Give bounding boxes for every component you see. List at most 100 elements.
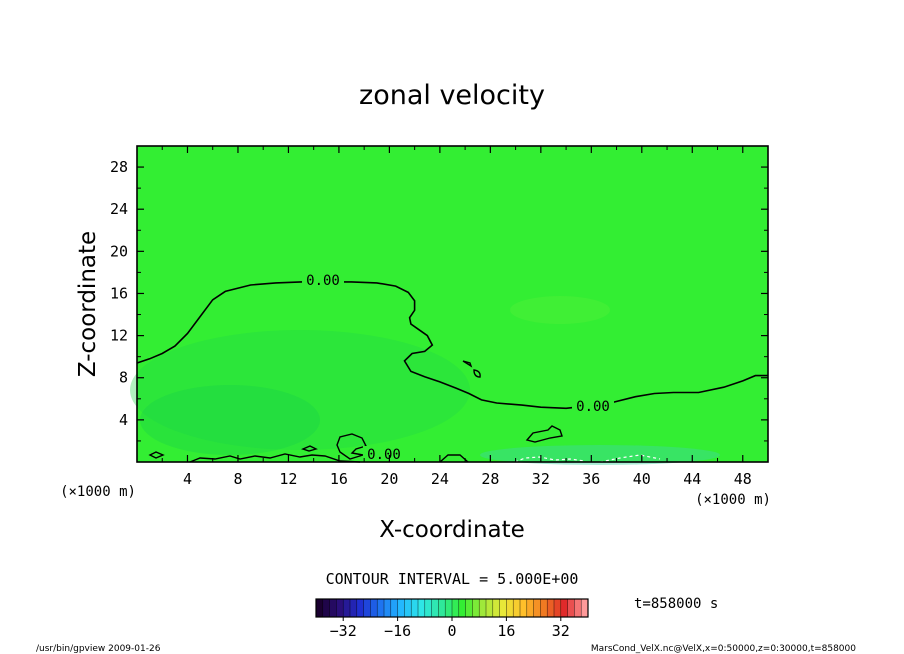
colorbar-cell bbox=[370, 599, 378, 617]
x-tick-label: 8 bbox=[233, 470, 242, 488]
y-axis-unit: (×1000 m) bbox=[695, 492, 771, 508]
zero-contour-line bbox=[136, 281, 768, 410]
time-label: t=858000 s bbox=[634, 596, 718, 612]
shade-inner bbox=[140, 385, 320, 455]
colorbar-cell bbox=[492, 599, 501, 617]
contour-island bbox=[473, 369, 481, 378]
shade-bottom bbox=[480, 445, 720, 465]
colorbar-tick-label: −16 bbox=[384, 622, 411, 640]
colorbar-cell bbox=[397, 599, 405, 617]
contour-label-bg bbox=[302, 272, 344, 288]
colorbar-cell bbox=[350, 599, 358, 617]
x-tick-label: 4 bbox=[183, 470, 192, 488]
colorbar-cell bbox=[581, 599, 589, 617]
colorbar-tick-label: 0 bbox=[447, 622, 456, 640]
y-tick-label: 12 bbox=[110, 327, 128, 345]
colorbar-cell bbox=[377, 599, 385, 617]
y-tick-label: 8 bbox=[119, 369, 128, 387]
colorbar-cell bbox=[363, 599, 371, 617]
chart-title: zonal velocity bbox=[359, 80, 545, 111]
colorbar-cell bbox=[560, 599, 569, 617]
x-tick-label: 48 bbox=[734, 470, 752, 488]
contour-island bbox=[525, 425, 563, 443]
x-tick-label: 44 bbox=[683, 470, 701, 488]
colorbar-cell bbox=[411, 599, 419, 617]
colorbar-cell bbox=[520, 599, 528, 617]
colorbar bbox=[315, 599, 589, 617]
colorbar-cell bbox=[431, 599, 439, 617]
colorbar-cell bbox=[465, 599, 473, 617]
shade-upper bbox=[510, 296, 610, 324]
colorbar-cell bbox=[404, 599, 412, 617]
colorbar-cell bbox=[499, 599, 507, 617]
x-axis-unit: (×1000 m) bbox=[60, 484, 136, 500]
contour-lines: 0.00 0.00 0.00 bbox=[136, 272, 768, 463]
colorbar-cell bbox=[479, 599, 487, 617]
colorbar-cell bbox=[316, 599, 324, 617]
x-tick-label: 12 bbox=[279, 470, 297, 488]
colorbar-cell bbox=[336, 599, 344, 617]
y-axis-ticks: 4 8 12 16 20 24 28 bbox=[110, 158, 768, 442]
colorbar-cell bbox=[384, 599, 392, 617]
contour-bottom-line bbox=[439, 454, 469, 463]
x-tick-label: 16 bbox=[330, 470, 348, 488]
negative-contour bbox=[514, 456, 586, 463]
colorbar-cell bbox=[567, 599, 575, 617]
footer-right: MarsCond_VelX.nc@VelX,x=0:50000,z=0:3000… bbox=[591, 644, 856, 654]
y-axis-label: Z-coordinate bbox=[75, 231, 101, 377]
colorbar-cell bbox=[554, 599, 562, 617]
colorbar-cell bbox=[506, 599, 514, 617]
contour-label: 0.00 bbox=[367, 447, 401, 463]
footer-left: /usr/bin/gpview 2009-01-26 bbox=[36, 644, 161, 654]
x-tick-label: 24 bbox=[431, 470, 449, 488]
colorbar-tick-label: 16 bbox=[497, 622, 515, 640]
x-tick-label: 40 bbox=[633, 470, 651, 488]
shade-core bbox=[130, 330, 470, 450]
plot-background bbox=[137, 146, 768, 462]
plot-frame bbox=[136, 145, 769, 463]
colorbar-ticks: −32 −16 0 16 32 bbox=[330, 617, 570, 640]
y-tick-label: 4 bbox=[119, 411, 128, 429]
x-tick-label: 32 bbox=[532, 470, 550, 488]
y-tick-label: 28 bbox=[110, 158, 128, 176]
x-tick-label: 20 bbox=[380, 470, 398, 488]
x-axis-label: X-coordinate bbox=[379, 517, 525, 543]
x-tick-label: 28 bbox=[481, 470, 499, 488]
colorbar-cell bbox=[438, 599, 446, 617]
colorbar-cell bbox=[574, 599, 582, 617]
colorbar-cell bbox=[458, 599, 467, 617]
colorbar-cell bbox=[418, 599, 426, 617]
colorbar-cell bbox=[322, 599, 331, 617]
colorbar-cell bbox=[424, 599, 433, 617]
y-tick-label: 24 bbox=[110, 200, 128, 218]
colorbar-tick-label: −32 bbox=[330, 622, 357, 640]
y-tick-label: 16 bbox=[110, 284, 128, 302]
colorbar-cell bbox=[526, 599, 535, 617]
contour-island bbox=[336, 433, 367, 460]
colorbar-cell bbox=[547, 599, 555, 617]
contour-label-bg bbox=[363, 446, 405, 462]
colorbar-cell bbox=[445, 599, 453, 617]
colorbar-cell bbox=[343, 599, 351, 617]
colorbar-cell bbox=[356, 599, 365, 617]
velocity-shading bbox=[130, 296, 720, 465]
y-tick-label: 20 bbox=[110, 242, 128, 260]
contour-label: 0.00 bbox=[576, 399, 610, 415]
contour-interval: CONTOUR INTERVAL = 5.000E+00 bbox=[326, 570, 579, 588]
contour-label-bg bbox=[572, 398, 614, 414]
negative-contour bbox=[599, 454, 661, 463]
x-tick-label: 36 bbox=[582, 470, 600, 488]
contour-bottom-line bbox=[189, 453, 361, 463]
contour-island bbox=[301, 445, 318, 452]
contour-island bbox=[148, 451, 165, 459]
colorbar-cell bbox=[540, 599, 548, 617]
colorbar-cell bbox=[329, 599, 337, 617]
contour-island bbox=[462, 360, 473, 368]
colorbar-cell bbox=[390, 599, 399, 617]
colorbar-tick-label: 32 bbox=[552, 622, 570, 640]
colorbar-cell bbox=[472, 599, 480, 617]
colorbar-cell bbox=[513, 599, 521, 617]
contour-label: 0.00 bbox=[306, 273, 340, 289]
colorbar-cell bbox=[533, 599, 541, 617]
